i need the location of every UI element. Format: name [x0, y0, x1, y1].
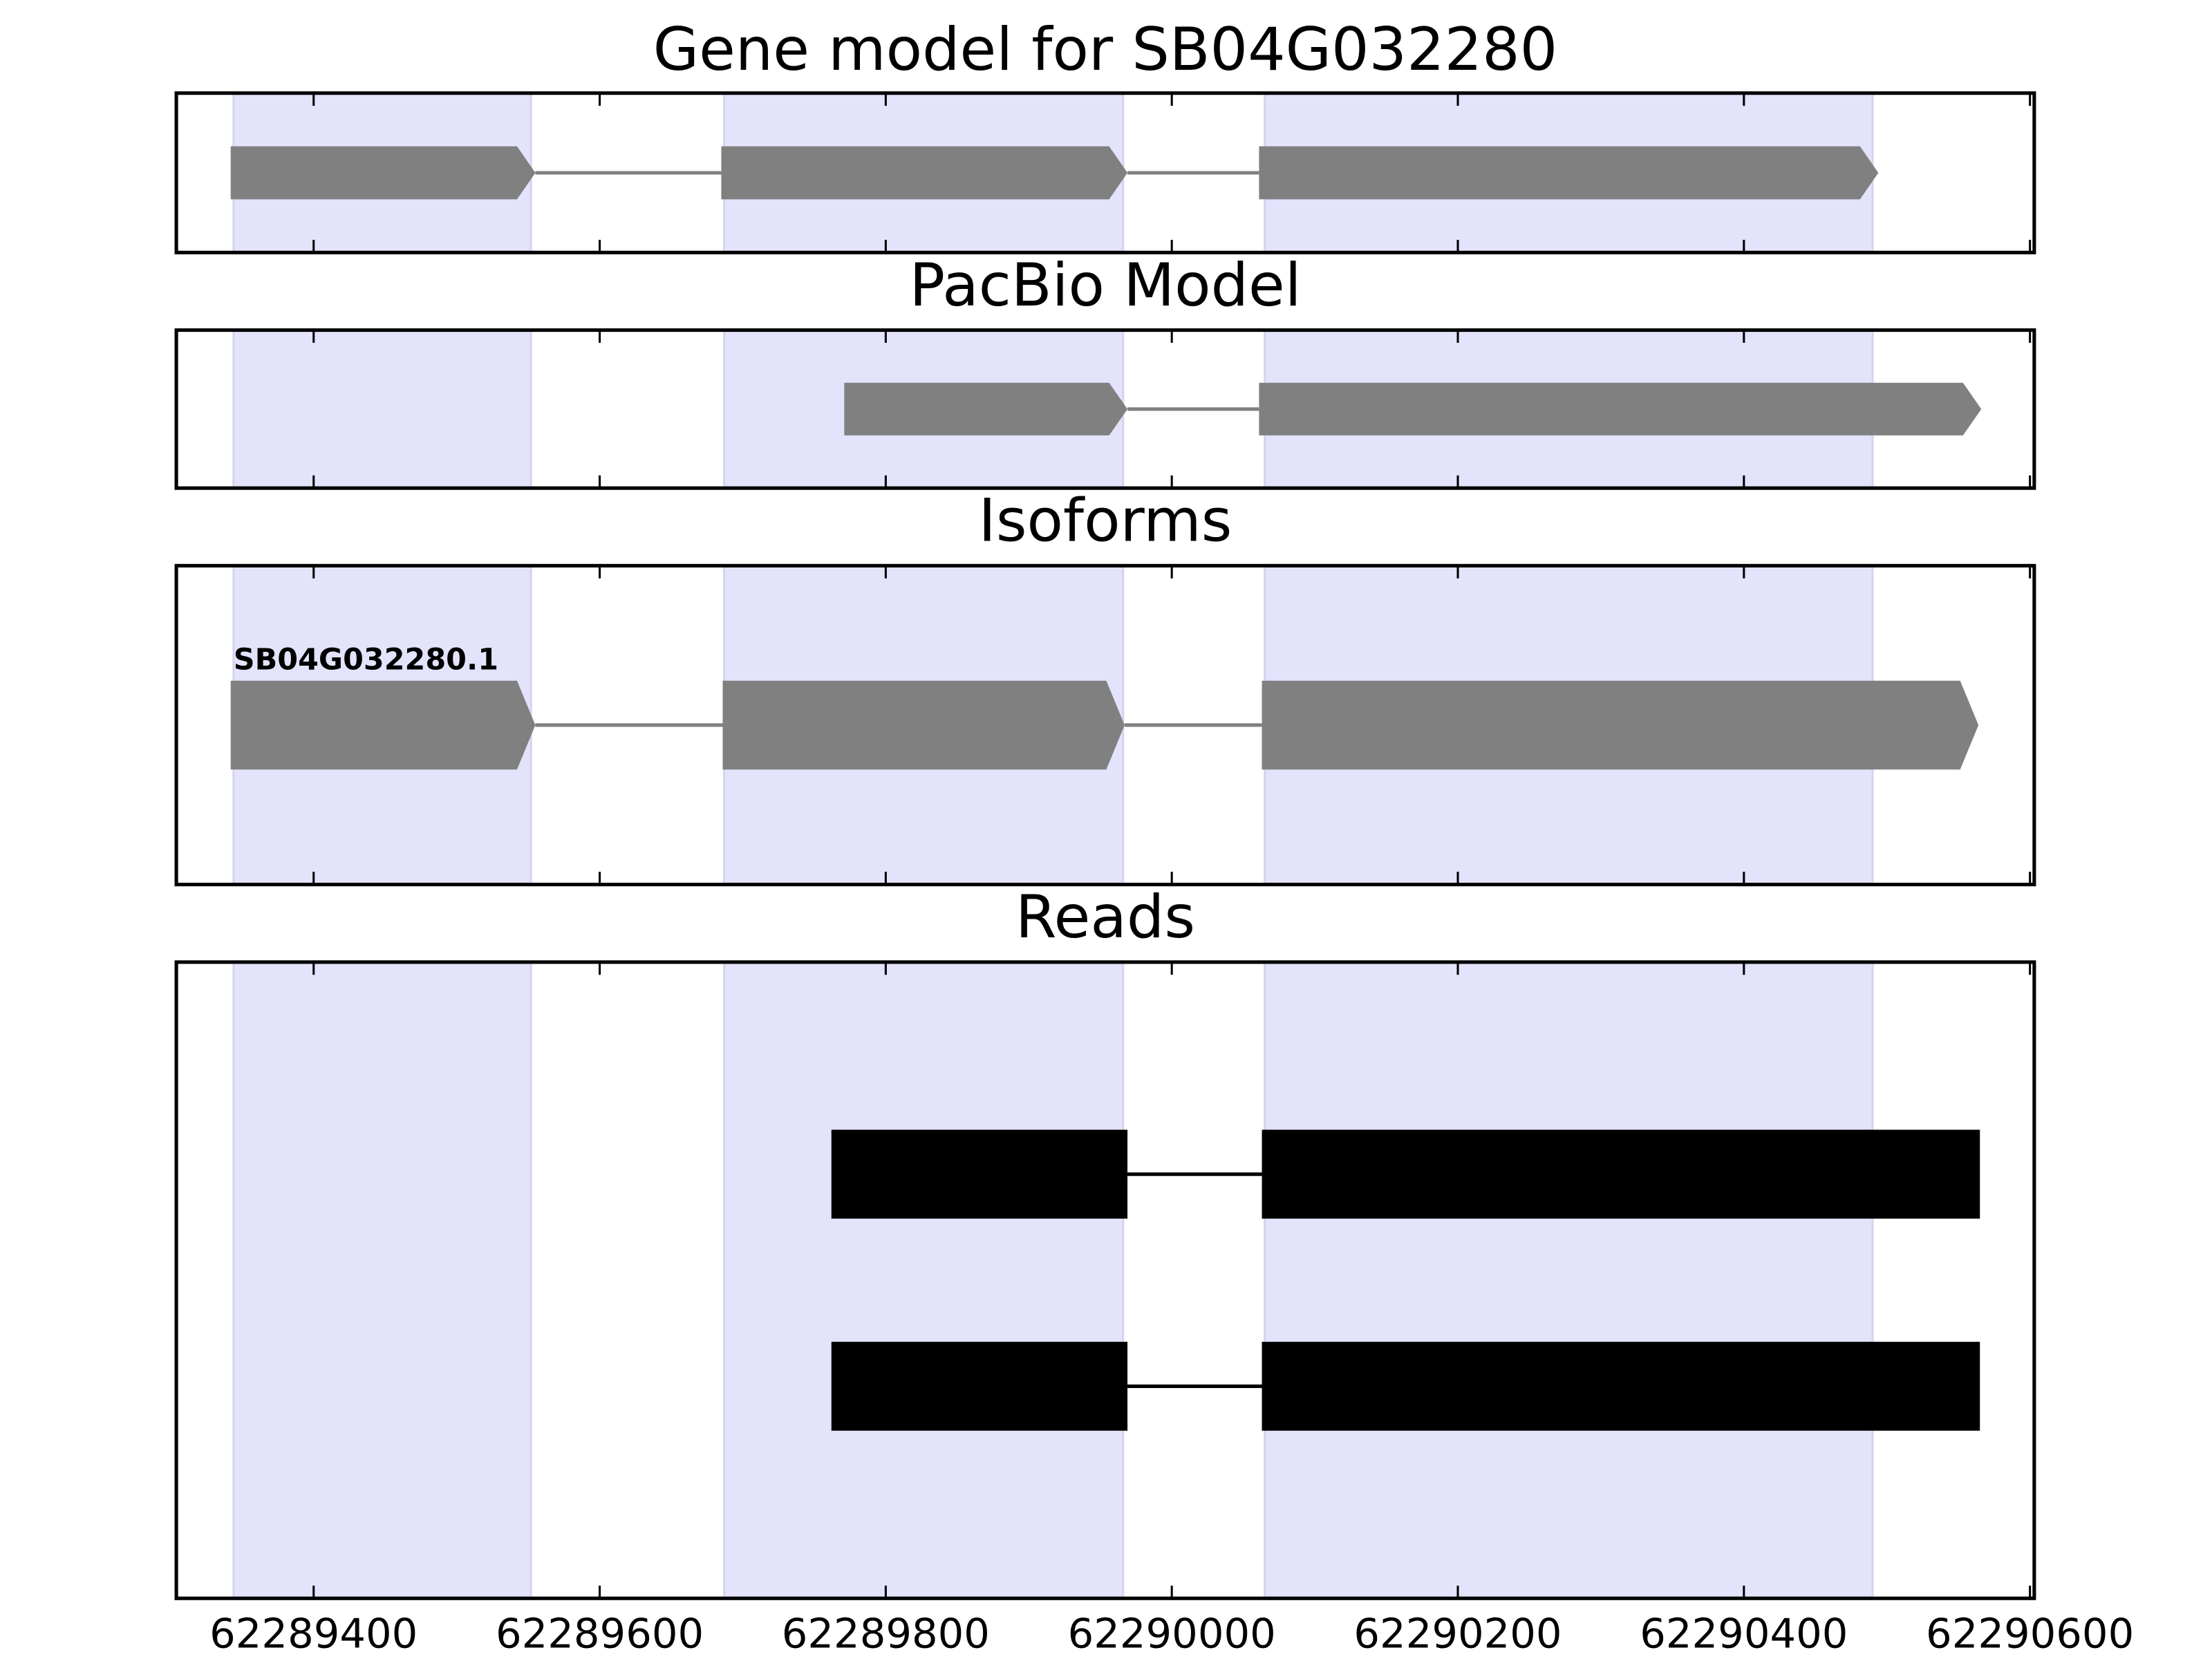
exon: [230, 680, 536, 770]
exon-region: [232, 329, 532, 489]
exon-region: [232, 961, 532, 1600]
x-tick-label: 62290400: [1640, 1609, 1848, 1657]
x-tick-label: 62289400: [209, 1609, 418, 1657]
exon: [722, 680, 1125, 770]
exon-region: [1264, 961, 1874, 1600]
x-tick-label: 62290600: [1926, 1609, 2134, 1657]
panel-frame: [174, 960, 2036, 1600]
exon: [1262, 1130, 1980, 1219]
exon: [1262, 680, 1979, 770]
panel-frame: [174, 328, 2036, 490]
x-tick-label: 62290200: [1353, 1609, 1562, 1657]
exon: [1262, 1342, 1980, 1431]
exon-region: [723, 961, 1125, 1600]
x-tick-label: 62290000: [1068, 1609, 1276, 1657]
exon: [1259, 382, 1982, 435]
exon: [844, 382, 1128, 435]
exon: [230, 146, 536, 200]
panel-title: Isoforms: [979, 487, 1232, 556]
exon: [721, 146, 1128, 200]
exon: [831, 1130, 1128, 1219]
panel-frame: [174, 91, 2036, 254]
exon: [831, 1342, 1128, 1431]
panel-title: Reads: [1015, 883, 1195, 952]
feature-label: SB04G032280.1: [234, 642, 498, 677]
panel-title: PacBio Model: [909, 251, 1301, 320]
panel-title: Gene model for SB04G032280: [653, 15, 1557, 84]
exon: [1259, 146, 1879, 200]
x-tick-label: 62289600: [496, 1609, 704, 1657]
x-tick-label: 62289800: [782, 1609, 990, 1657]
panel-frame: [174, 563, 2036, 887]
